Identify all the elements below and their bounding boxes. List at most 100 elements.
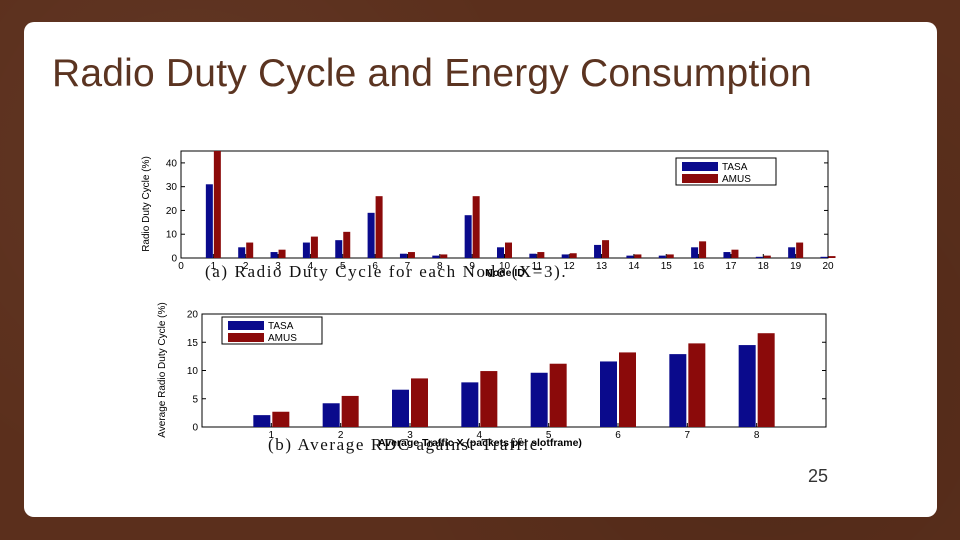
chart-a-caption: (a) Radio Duty Cycle for each Node (X=3)… — [205, 262, 568, 281]
bar-tasa — [788, 247, 796, 258]
bar-amus — [505, 242, 512, 258]
x-tick-label: 8 — [437, 261, 443, 272]
bar-amus — [213, 151, 221, 258]
bar-tasa — [392, 389, 409, 427]
y-tick-label: 20 — [187, 310, 199, 321]
x-tick-label: 5 — [340, 261, 346, 272]
x-tick-label: 16 — [693, 261, 705, 272]
x-tick-label: 0 — [178, 261, 184, 272]
bar-amus — [828, 256, 836, 258]
bar-amus — [537, 252, 545, 258]
y-tick-label: 10 — [187, 366, 199, 377]
bar-amus — [343, 231, 351, 258]
page-number: 25 — [808, 466, 829, 486]
bar-amus — [634, 254, 642, 258]
bar-amus — [246, 242, 254, 258]
chart-b-caption: (b) Average RDC against Traffic. — [268, 435, 545, 454]
bar-tasa — [322, 403, 340, 427]
bar-tasa — [594, 244, 602, 258]
legend-swatch-amus — [682, 174, 718, 183]
page-title: Radio Duty Cycle and Energy Consumption — [52, 52, 813, 95]
bar-tasa — [600, 361, 617, 427]
x-tick-label: 4 — [308, 261, 314, 272]
bar-tasa — [464, 215, 472, 258]
bar-tasa — [399, 253, 407, 258]
bar-tasa — [530, 372, 548, 427]
bar-amus — [569, 253, 577, 258]
bar-amus — [407, 252, 415, 258]
bar-tasa — [461, 382, 479, 427]
x-tick-label: 3 — [275, 261, 281, 272]
y-axis-label: Radio Duty Cycle (%) — [141, 156, 152, 252]
x-tick-label: 14 — [628, 261, 640, 272]
y-axis-label: Average Radio Duty Cycle (%) — [157, 302, 168, 437]
bar-tasa — [820, 256, 828, 258]
bar-tasa — [302, 242, 310, 258]
bar-tasa — [205, 184, 213, 258]
x-tick-label: 7 — [685, 430, 691, 441]
x-tick-label: 10 — [499, 261, 511, 272]
y-tick-label: 0 — [192, 423, 198, 434]
legend-swatch-amus — [228, 333, 264, 342]
x-tick-label: 7 — [405, 261, 411, 272]
legend-swatch-tasa — [228, 321, 264, 330]
bar-amus — [731, 249, 739, 258]
bar-amus — [472, 196, 480, 258]
bar-amus — [375, 196, 383, 258]
bar-tasa — [755, 256, 763, 258]
bar-amus — [796, 242, 804, 258]
bar-tasa — [432, 255, 440, 258]
bar-tasa — [691, 247, 699, 258]
x-tick-label: 9 — [469, 261, 475, 272]
bar-tasa — [238, 247, 246, 258]
x-tick-label: 18 — [758, 261, 770, 272]
x-tick-label: 3 — [407, 430, 413, 441]
bar-tasa — [669, 354, 687, 427]
bar-tasa — [626, 255, 634, 258]
bar-amus — [480, 371, 498, 427]
bar-tasa — [738, 345, 756, 427]
slide-card — [24, 22, 937, 517]
x-tick-label: 20 — [822, 261, 834, 272]
bar-amus — [440, 254, 448, 258]
bar-tasa — [335, 240, 343, 258]
bar-tasa — [723, 252, 731, 258]
legend-swatch-tasa — [682, 162, 718, 171]
bar-tasa — [529, 253, 537, 258]
bar-amus — [699, 241, 707, 258]
y-tick-label: 20 — [166, 206, 178, 217]
legend-label: TASA — [268, 321, 294, 332]
bar-amus — [688, 343, 706, 427]
bar-amus — [411, 378, 428, 427]
legend-label: TASA — [722, 162, 748, 173]
bar-tasa — [658, 255, 666, 258]
x-tick-label: 6 — [372, 261, 378, 272]
x-tick-label: 2 — [338, 430, 344, 441]
x-tick-label: 19 — [790, 261, 802, 272]
x-tick-label: 4 — [477, 430, 483, 441]
y-tick-label: 15 — [187, 338, 199, 349]
bar-amus — [757, 333, 775, 427]
bar-tasa — [561, 254, 569, 258]
bar-amus — [341, 395, 359, 427]
x-tick-label: 5 — [546, 430, 552, 441]
y-tick-label: 40 — [166, 158, 178, 169]
bar-amus — [602, 240, 610, 258]
x-tick-label: 17 — [725, 261, 737, 272]
x-tick-label: 11 — [532, 261, 543, 272]
bar-tasa — [497, 247, 504, 258]
x-tick-label: 8 — [754, 430, 760, 441]
x-axis-label: Average Traffic X (packets per slotframe… — [378, 437, 582, 449]
bar-tasa — [253, 415, 271, 427]
x-tick-label: 1 — [269, 430, 275, 441]
x-axis-label: Node ID — [485, 267, 525, 279]
bar-amus — [763, 255, 771, 258]
bar-amus — [666, 254, 674, 258]
y-tick-label: 0 — [171, 254, 177, 265]
y-tick-label: 10 — [166, 230, 178, 241]
x-tick-label: 6 — [615, 430, 621, 441]
bar-amus — [310, 236, 318, 258]
bar-amus — [549, 363, 567, 427]
